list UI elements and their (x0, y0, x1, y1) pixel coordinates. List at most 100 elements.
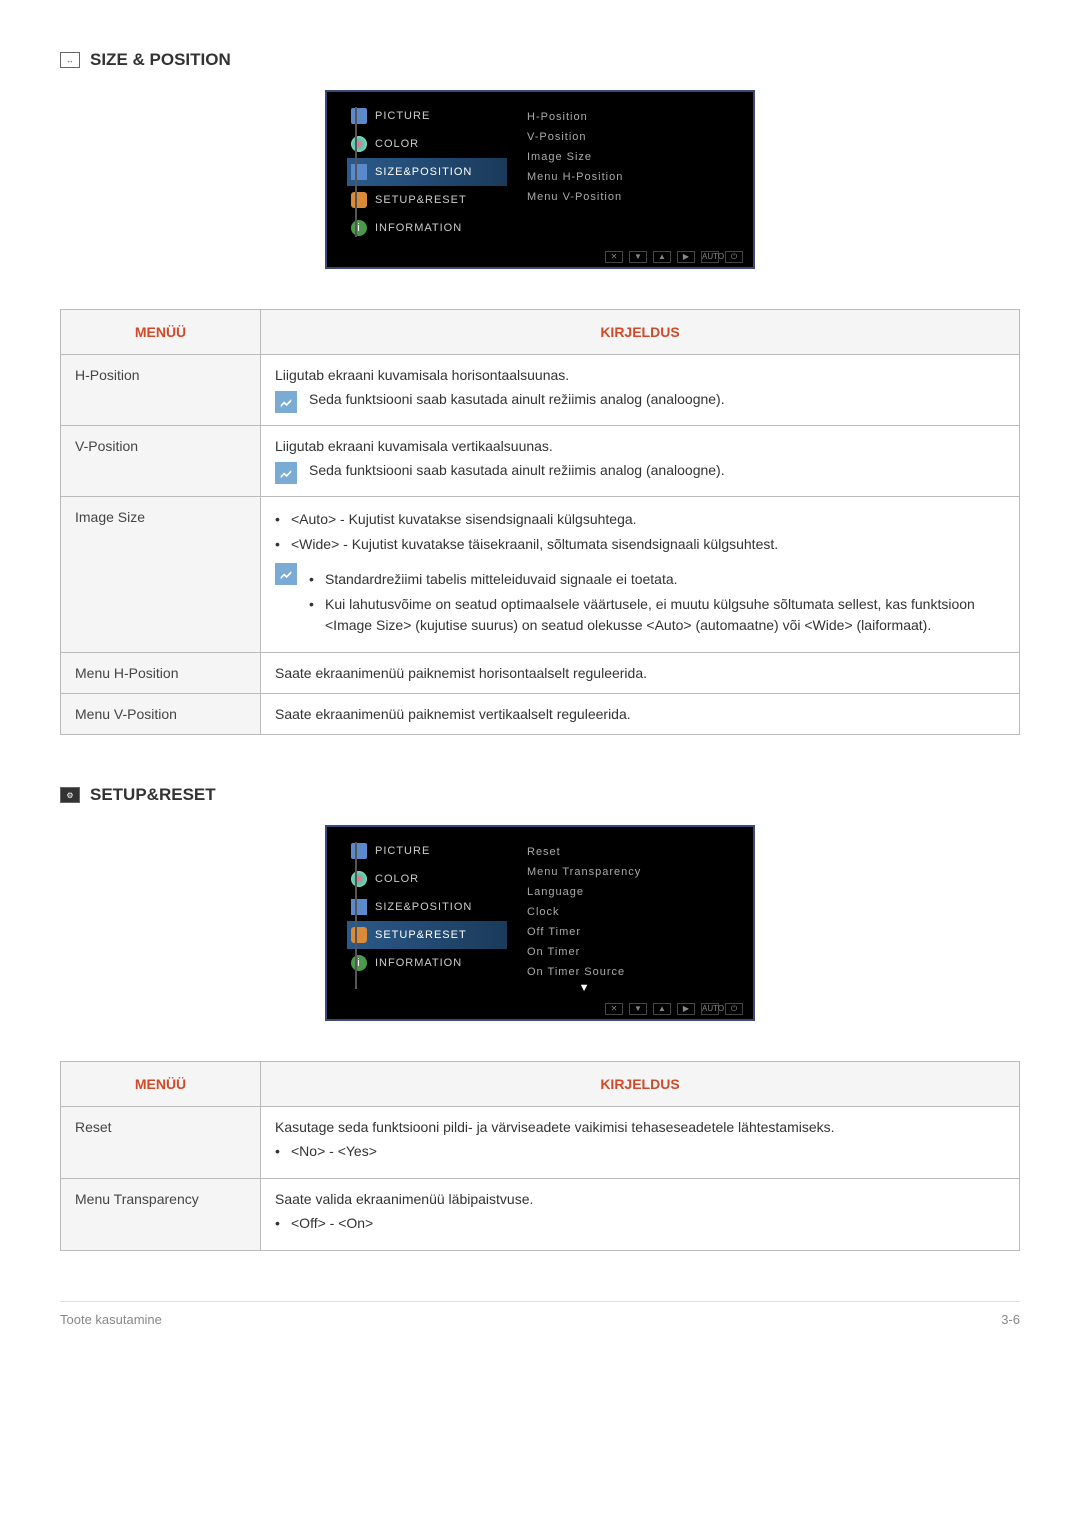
scroll-down-arrow-icon: ▼ (527, 982, 641, 994)
osd-submenu-item: H-Position (527, 107, 623, 127)
bullet-item: <Off> - <On> (275, 1213, 1005, 1234)
page-footer: Toote kasutamine 3-6 (60, 1301, 1020, 1327)
osd-menu-item-icon (351, 136, 367, 152)
osd-submenu-item: Menu V-Position (527, 187, 623, 207)
size-position-icon: ↔ (60, 52, 80, 68)
osd-menu-item-label: SIZE&POSITION (375, 901, 472, 913)
osd-button-bar: ✕▼▲▶AUTO⏻ (605, 251, 743, 263)
osd-menu-item-icon (351, 899, 367, 915)
description-cell: <Auto> - Kujutist kuvatakse sisendsignaa… (261, 497, 1020, 653)
osd-menu-item-icon (351, 871, 367, 887)
table-row: Menu V-Position Saate ekraanimenüü paikne… (61, 694, 1020, 735)
osd-submenu-item: V-Position (527, 127, 623, 147)
bullet-item: <Wide> - Kujutist kuvatakse täisekraanil… (275, 534, 1005, 555)
osd-menu-item-icon: i (351, 220, 367, 236)
setup-reset-icon: ⚙ (60, 787, 80, 803)
osd-menu-item: COLOR (347, 130, 507, 158)
osd-menu-left: PICTURECOLORSIZE&POSITIONSETUP&RESETiINF… (327, 102, 507, 242)
table-header-desc: KIRJELDUS (261, 310, 1020, 355)
menu-connector-line (355, 107, 357, 237)
osd-submenu-item: Off Timer (527, 922, 641, 942)
section-title: SETUP&RESET (90, 785, 216, 805)
description-cell: Saate ekraanimenüü paiknemist vertikaals… (261, 694, 1020, 735)
note-icon (275, 462, 297, 484)
osd-menu-item-icon (351, 164, 367, 180)
desc-text: Saate ekraanimenüü paiknemist horisontaa… (275, 665, 1005, 681)
osd-menu-item: i INFORMATION (347, 214, 507, 242)
menu-name-cell: Menu H-Position (61, 653, 261, 694)
osd-submenu-item: On Timer (527, 942, 641, 962)
description-table-2: MENÜÜ KIRJELDUS ResetKasutage seda funkt… (60, 1061, 1020, 1251)
osd-nav-button: ⏻ (725, 251, 743, 263)
osd-menu-item-label: PICTURE (375, 110, 430, 122)
osd-submenu-item: Menu H-Position (527, 167, 623, 187)
note-row: Standardrežiimi tabelis mitteleiduvaid s… (275, 563, 1005, 640)
table-row: H-PositionLiigutab ekraani kuvamisala ho… (61, 355, 1020, 426)
osd-menu-panel-1: PICTURECOLORSIZE&POSITIONSETUP&RESETiINF… (325, 90, 755, 269)
osd-menu-item-icon (351, 108, 367, 124)
description-cell: Kasutage seda funktsiooni pildi- ja värv… (261, 1107, 1020, 1179)
menu-name-cell: Menu V-Position (61, 694, 261, 735)
menu-name-cell: Menu Transparency (61, 1179, 261, 1251)
table-row: Menu TransparencySaate valida ekraanimen… (61, 1179, 1020, 1251)
description-cell: Saate ekraanimenüü paiknemist horisontaa… (261, 653, 1020, 694)
osd-nav-button: ▶ (677, 1003, 695, 1015)
osd-menu-item-label: INFORMATION (375, 222, 462, 234)
osd-nav-button: ✕ (605, 251, 623, 263)
osd-menu-item: i INFORMATION (347, 949, 507, 977)
section-title: SIZE & POSITION (90, 50, 231, 70)
table-row: Image Size <Auto> - Kujutist kuvatakse si… (61, 497, 1020, 653)
osd-menu-item-label: PICTURE (375, 845, 430, 857)
description-table-1: MENÜÜ KIRJELDUS H-PositionLiigutab ekraa… (60, 309, 1020, 735)
footer-left: Toote kasutamine (60, 1312, 162, 1327)
note-text: Seda funktsiooni saab kasutada ainult re… (309, 462, 725, 478)
bullet-item: <Auto> - Kujutist kuvatakse sisendsignaa… (275, 509, 1005, 530)
note-bullet-list: Standardrežiimi tabelis mitteleiduvaid s… (309, 569, 1005, 640)
menu-name-cell: Image Size (61, 497, 261, 653)
osd-submenu-item: Menu Transparency (527, 862, 641, 882)
osd-menu-item-label: INFORMATION (375, 957, 462, 969)
osd-nav-button: ▼ (629, 1003, 647, 1015)
osd-submenu-item: Clock (527, 902, 641, 922)
desc-text: Saate ekraanimenüü paiknemist vertikaals… (275, 706, 1005, 722)
osd-menu-item-label: SETUP&RESET (375, 194, 467, 206)
menu-name-cell: V-Position (61, 426, 261, 497)
bullet-item: Standardrežiimi tabelis mitteleiduvaid s… (309, 569, 1005, 590)
table-header-desc: KIRJELDUS (261, 1062, 1020, 1107)
osd-menu-item-label: COLOR (375, 873, 419, 885)
menu-name-cell: H-Position (61, 355, 261, 426)
osd-submenu-item: On Timer Source (527, 962, 641, 982)
note-icon (275, 391, 297, 413)
section-header-size-position: ↔ SIZE & POSITION (60, 50, 1020, 70)
bullet-list: <Auto> - Kujutist kuvatakse sisendsignaa… (275, 509, 1005, 555)
description-cell: Liigutab ekraani kuvamisala vertikaalsuu… (261, 426, 1020, 497)
osd-menu-left: PICTURE COLOR SIZE&POSITION SETUP&RESET i INF… (327, 837, 507, 994)
osd-menu-item-icon: i (351, 955, 367, 971)
bullet-item: Kui lahutusvõime on seatud optimaalsele … (309, 594, 1005, 636)
osd-nav-button: ▶ (677, 251, 695, 263)
table-row: ResetKasutage seda funktsiooni pildi- ja… (61, 1107, 1020, 1179)
osd-nav-button: ▲ (653, 251, 671, 263)
osd-submenu-item: Language (527, 882, 641, 902)
osd-nav-button: ⏻ (725, 1003, 743, 1015)
bullet-list: <Off> - <On> (275, 1213, 1005, 1234)
desc-text: Kasutage seda funktsiooni pildi- ja värv… (275, 1119, 1005, 1135)
osd-menu-item: PICTURE (347, 837, 507, 865)
osd-menu-right: H-PositionV-PositionImage SizeMenu H-Pos… (507, 102, 623, 242)
osd-menu-item: SETUP&RESET (347, 921, 507, 949)
osd-menu-item-icon (351, 192, 367, 208)
osd-menu-item: PICTURE (347, 102, 507, 130)
desc-text: Saate valida ekraanimenüü läbipaistvuse. (275, 1191, 1005, 1207)
table-row: Menu H-Position Saate ekraanimenüü paikne… (61, 653, 1020, 694)
description-cell: Liigutab ekraani kuvamisala horisontaals… (261, 355, 1020, 426)
osd-nav-button: ▼ (629, 251, 647, 263)
osd-menu-item: SIZE&POSITION (347, 893, 507, 921)
osd-menu-panel-2: PICTURE COLOR SIZE&POSITION SETUP&RESET i INF… (325, 825, 755, 1021)
description-cell: Saate valida ekraanimenüü läbipaistvuse.… (261, 1179, 1020, 1251)
osd-nav-button: ▲ (653, 1003, 671, 1015)
osd-menu-item-label: SETUP&RESET (375, 929, 467, 941)
osd-button-bar: ✕▼▲▶AUTO⏻ (605, 1003, 743, 1015)
osd-menu-item-icon (351, 927, 367, 943)
note-text: Seda funktsiooni saab kasutada ainult re… (309, 391, 725, 407)
section-header-setup-reset: ⚙ SETUP&RESET (60, 785, 1020, 805)
